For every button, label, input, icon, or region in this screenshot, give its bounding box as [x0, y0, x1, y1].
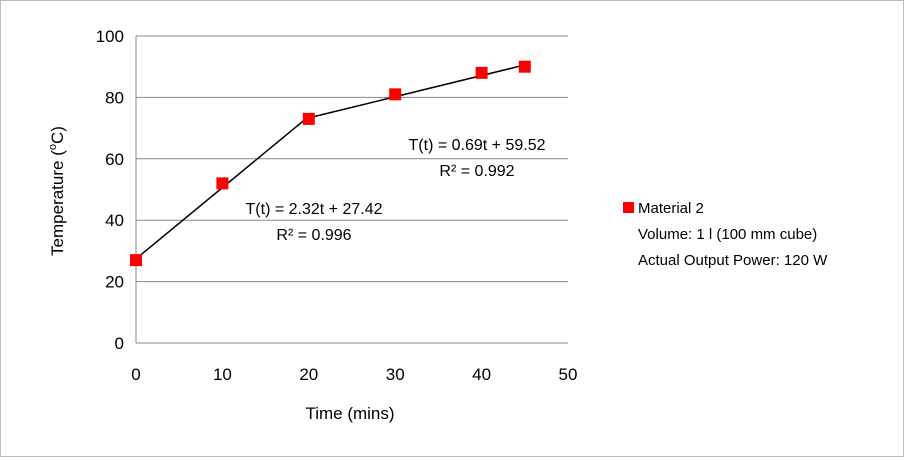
point-layer — [130, 60, 531, 267]
legend-volume-label: Volume: 1 l (100 mm cube) — [638, 226, 817, 243]
y-axis-title-main: Temperature ( — [48, 150, 67, 256]
legend-series-label: Material 2 — [638, 200, 704, 217]
y-tick-label-40: 40 — [105, 211, 124, 230]
data-point-0 — [130, 254, 142, 267]
y-tick-label-100: 100 — [96, 27, 124, 46]
x-tick-label-30: 30 — [386, 365, 405, 384]
y-tick-label-60: 60 — [105, 150, 124, 169]
grid-layer — [136, 35, 568, 283]
y-axis-title: Temperature (oC) — [47, 126, 67, 256]
legend-marker — [623, 202, 634, 213]
x-axis-title: Time (mins) — [305, 404, 394, 423]
data-point-20 — [302, 112, 315, 125]
y-tick-label-20: 20 — [105, 273, 124, 292]
axis-layer: 0 20 40 60 80 100 0 10 20 30 40 50 — [96, 27, 578, 384]
x-tick-label-20: 20 — [299, 365, 318, 384]
data-point-30 — [389, 88, 402, 101]
y-tick-label-0: 0 — [115, 334, 124, 353]
trend-2-equation: T(t) = 0.69t + 59.52 — [409, 137, 546, 154]
trend-line-2 — [308, 64, 525, 119]
y-tick-label-80: 80 — [105, 88, 124, 107]
data-point-10 — [216, 177, 229, 190]
data-point-45 — [518, 60, 531, 73]
legend-power-label: Actual Output Power: 120 W — [638, 252, 828, 269]
x-tick-label-0: 0 — [131, 365, 140, 384]
y-axis-title-end: C) — [48, 126, 67, 144]
x-tick-label-40: 40 — [472, 365, 491, 384]
trend-1-equation: T(t) = 2.32t + 27.42 — [246, 201, 383, 218]
trend-2-r-squared: R² = 0.992 — [439, 163, 514, 180]
y-axis-title-superscript: o — [47, 144, 59, 150]
x-tick-label-50: 50 — [559, 365, 578, 384]
x-tick-label-10: 10 — [213, 365, 232, 384]
data-point-40 — [475, 66, 488, 79]
trend-1-r-squared: R² = 0.996 — [276, 227, 351, 244]
